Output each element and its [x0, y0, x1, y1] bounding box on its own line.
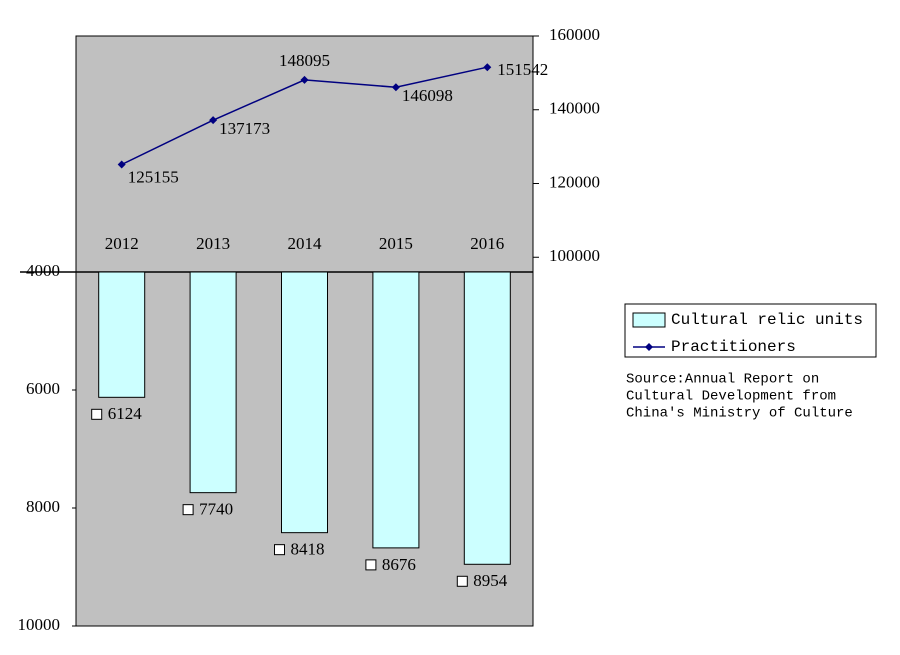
data-label: 151542 [497, 60, 548, 79]
data-label: 148095 [279, 51, 330, 70]
legend-box [624, 303, 877, 358]
point [483, 63, 492, 72]
y-tick-label: 6000 [26, 379, 60, 398]
point [209, 116, 218, 125]
legend-label: Cultural relic units [671, 311, 863, 329]
y-tick-label: 8000 [26, 497, 60, 516]
y2-tick-label: 160000 [549, 25, 600, 44]
label-marker [182, 504, 194, 516]
point [117, 160, 126, 169]
x-tick-label: 2015 [379, 234, 413, 253]
data-label: 8418 [291, 540, 325, 559]
source-note: Cultural Development from [626, 389, 836, 405]
source-note: Source:Annual Report on [626, 372, 819, 388]
data-label: 125155 [128, 167, 179, 186]
x-tick-label: 2016 [470, 234, 504, 253]
label-marker [365, 559, 377, 571]
y2-tick-label: 120000 [549, 172, 600, 191]
y-tick-label: 10000 [18, 615, 61, 634]
bar [98, 271, 146, 398]
point [391, 83, 400, 92]
label-marker [91, 408, 103, 420]
y2-tick-label: 140000 [549, 99, 600, 118]
legend-point [645, 343, 653, 351]
y-tick-label: 4000 [26, 261, 60, 280]
data-label: 137173 [219, 119, 270, 138]
data-label: 7740 [199, 500, 233, 519]
bar [189, 271, 237, 494]
label-marker [274, 544, 285, 556]
y2-tick-label: 100000 [549, 246, 600, 265]
bar [372, 271, 420, 549]
x-tick-label: 2013 [196, 234, 230, 253]
bar [463, 271, 511, 565]
legend-swatch [632, 312, 666, 328]
bar [281, 271, 328, 534]
label-marker [456, 575, 468, 587]
source-note: China's Ministry of Culture [626, 406, 853, 422]
data-label: 8954 [473, 571, 508, 590]
x-tick-label: 2012 [105, 234, 139, 253]
data-label: 8676 [382, 555, 416, 574]
data-label: 6124 [108, 404, 143, 423]
legend-label: Practitioners [671, 338, 796, 356]
data-label: 146098 [402, 86, 453, 105]
point [300, 75, 309, 84]
x-tick-label: 2014 [288, 234, 323, 253]
